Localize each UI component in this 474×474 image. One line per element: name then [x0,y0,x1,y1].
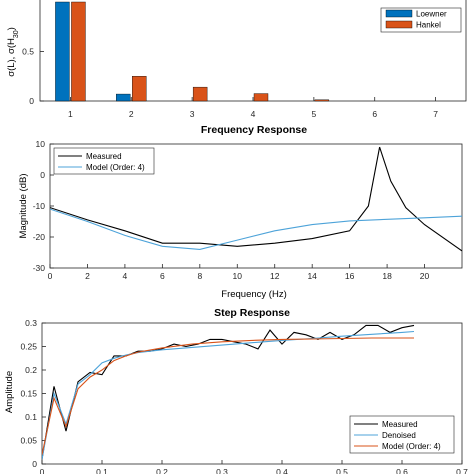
step-xtick-label: 0.6 [396,467,408,474]
freq-legend-label: Model (Order: 4) [86,163,145,172]
freq-xtick-label: 10 [233,271,243,281]
step-xtick-label: 0.1 [96,467,108,474]
step-ytick-label: 0.25 [20,342,37,352]
step-xtick-label: 0.5 [336,467,348,474]
step-title: Step Response [214,307,290,319]
sv-bar-hankel [71,1,86,102]
freq-ylabel: Magnitude (dB) [18,174,29,239]
freq-legend-box [53,147,155,175]
freq-ytick-label: -20 [33,232,46,242]
sv-xtick-label: 7 [433,109,438,119]
step-xtick-label: 0.3 [216,467,228,474]
freq-xtick-label: 12 [270,271,280,281]
sv-xtick-label: 6 [372,109,377,119]
freq-xtick-label: 20 [420,271,430,281]
sv-bar-loewner [55,1,70,102]
sv-ytick-label: 0 [29,96,34,106]
sv-ytick-label: 0.5 [22,47,34,57]
sv-xtick-label: 1 [68,109,73,119]
freq-ytick-label: -30 [33,263,46,273]
step-line-2 [42,337,414,455]
step-legend-label: Denoised [382,431,416,440]
freq-xtick-label: 16 [345,271,355,281]
sv-legend: Loewner Hankel [380,7,462,33]
sv-legend-label: Loewner [416,10,447,19]
freq-xtick-label: 4 [123,271,128,281]
freq-xtick-label: 14 [307,271,317,281]
freq-xtick-label: 6 [160,271,165,281]
freq-line-1 [50,208,462,250]
step-ytick-label: 0.15 [20,389,37,399]
freq-xtick-label: 18 [382,271,392,281]
sv-xtick-label: 2 [129,109,134,119]
freq-xtick-label: 0 [48,271,53,281]
sv-legend-swatch [385,9,413,18]
step-ytick-label: 0.3 [25,318,37,328]
sv-xtick-label: 3 [190,109,195,119]
freq-xtick-label: 8 [197,271,202,281]
step-ytick-label: 0.05 [20,436,37,446]
sv-bar-hankel [314,99,330,102]
freq-ytick-label: -10 [33,201,46,211]
sv-xtick-label: 5 [311,109,316,119]
step-xtick-label: 0.7 [456,467,468,474]
step-xtick-label: 0.4 [276,467,288,474]
sv-bar-hankel [132,76,147,102]
freq-legend: Measured Model (Order: 4) [53,147,155,175]
frequency-response-chart: Frequency Response Magnitude (dB) Freque… [18,124,463,300]
sv-bar-loewner [116,93,131,102]
freq-xtick-label: 2 [85,271,90,281]
sv-ylabel: σ(L), σ(H30) [6,27,20,77]
step-line-1 [42,330,415,460]
step-ytick-label: 0.1 [25,412,37,422]
sv-xtick-label: 4 [251,109,256,119]
step-xtick-label: 0 [40,467,45,474]
sv-bar-hankel [253,93,269,102]
singular-value-chart: σ(L), σ(H30) 0 0.5 1 2 3 4 5 6 7 Loewner Hankel [6,0,467,119]
sv-legend-label: Hankel [416,21,441,30]
step-response-chart: Step Response Amplitude 0 0.05 0.1 0.15 0.2 0… [4,307,468,474]
freq-title: Frequency Response [201,124,307,136]
step-legend: Measured Denoised Model (Order: 4) [349,415,455,454]
sv-bar-hankel [192,86,208,102]
freq-ytick-label: 10 [36,139,46,149]
step-ylabel: Amplitude [4,371,15,413]
step-xtick-label: 0.2 [156,467,168,474]
freq-legend-label: Measured [86,152,122,161]
sv-legend-swatch [385,20,413,29]
step-legend-label: Measured [382,420,418,429]
step-ytick-label: 0 [32,459,37,469]
freq-xlabel: Frequency (Hz) [221,289,286,300]
freq-line-0 [50,146,462,252]
step-legend-label: Model (Order: 4) [382,442,441,451]
freq-ytick-label: 0 [40,170,45,180]
step-ytick-label: 0.2 [25,365,37,375]
